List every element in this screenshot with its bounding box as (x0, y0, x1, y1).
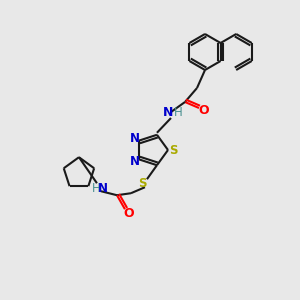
Text: S: S (138, 177, 146, 190)
Text: H: H (174, 106, 182, 119)
Text: S: S (169, 143, 177, 157)
Text: N: N (130, 132, 140, 145)
Text: O: O (124, 207, 134, 220)
Text: N: N (163, 106, 173, 119)
Text: O: O (199, 103, 209, 116)
Text: N: N (130, 155, 140, 168)
Text: H: H (92, 182, 100, 195)
Text: N: N (98, 182, 108, 195)
